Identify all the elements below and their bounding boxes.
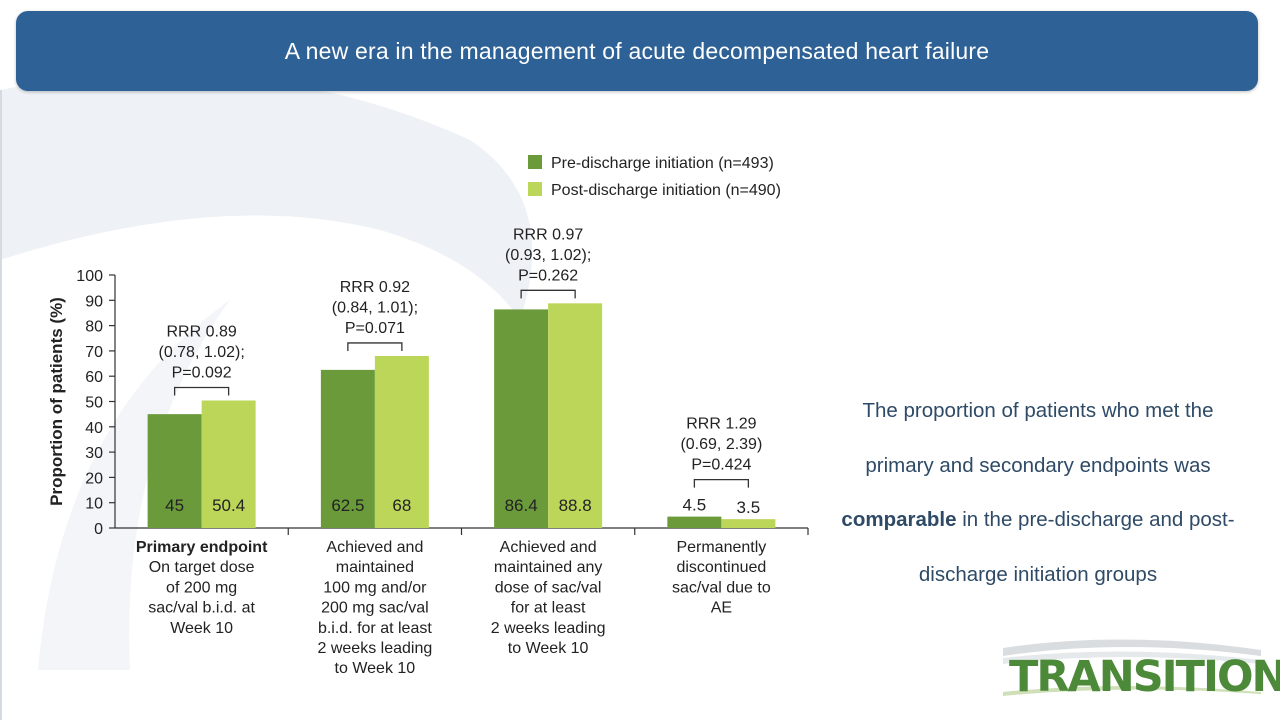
category-label: Week 10 [170,620,233,637]
bar-pre-discharge [147,414,202,528]
summary-text-part1: The proportion of patients who met the p… [862,399,1214,477]
category-label: b.i.d. for at least [318,620,432,637]
category-label: Achieved and [500,539,597,556]
bar-post-discharge [201,400,256,528]
significance-bracket [173,386,230,396]
y-tick-label: 90 [85,293,103,310]
rrr-annotation: RRR 0.97 [513,226,583,243]
y-tick-label: 30 [85,445,103,462]
bar-value-label: 3.5 [737,498,761,517]
header-banner: A new era in the management of acute dec… [16,11,1258,91]
y-tick-label: 80 [85,319,103,336]
category-label: dose of sac/val [495,579,602,596]
logo-text: TRANSITION [1009,652,1280,702]
significance-bracket [693,478,750,488]
y-tick-label: 100 [76,268,103,285]
category-label: 2 weeks leading [491,620,606,637]
bar-value-label: 86.4 [505,496,538,515]
rrr-annotation: RRR 0.92 [340,279,410,296]
bar-value-label: 50.4 [212,496,245,515]
bar-post-discharge [374,355,429,528]
category-label: sac/val b.i.d. at [148,600,255,617]
bar-value-label: 4.5 [683,496,707,515]
category-label: 200 mg sac/val [321,600,429,617]
rrr-annotation: P=0.424 [691,457,751,474]
bar-post-discharge [721,519,776,528]
rrr-annotation: (0.93, 1.02); [505,247,591,264]
legend-label: Pre-discharge initiation (n=493) [551,155,774,172]
category-label: maintained any [494,559,603,576]
y-tick-label: 70 [85,344,103,361]
summary-text: The proportion of patients who met the p… [832,384,1244,602]
rrr-annotation: P=0.092 [172,364,232,381]
category-label-bold: Primary endpoint [136,539,268,556]
bar-value-label: 45 [165,496,184,515]
summary-text-bold: comparable [841,508,957,531]
legend-label: Post-discharge initiation (n=490) [551,182,781,199]
bar-value-label: 88.8 [559,496,592,515]
category-label: Achieved and [326,539,423,556]
y-tick-label: 0 [94,521,103,538]
summary-text-part2: in the pre-discharge and post-discharge … [918,508,1235,586]
significance-bracket [520,289,576,299]
bar-pre-discharge [494,309,549,528]
transition-logo: TRANSITION [1003,630,1280,710]
rrr-annotation: P=0.071 [345,320,405,337]
legend-swatch-pre [528,155,542,169]
category-label: of 200 mg [166,579,237,596]
category-label: for at least [511,600,586,617]
legend-swatch-post [528,182,542,196]
category-label: to Week 10 [335,660,416,677]
y-tick-label: 40 [85,420,103,437]
category-label: to Week 10 [508,640,589,657]
y-tick-label: 20 [85,470,103,487]
rrr-annotation: P=0.262 [518,267,578,284]
rrr-annotation: (0.78, 1.02); [158,344,244,361]
category-label: 100 mg and/or [323,579,427,596]
bar-pre-discharge [667,516,722,528]
bar-value-label: 62.5 [331,496,364,515]
bar-post-discharge [548,303,603,528]
logo-swoosh [1003,639,1261,696]
category-label: 2 weeks leading [318,640,433,657]
category-label: AE [711,600,732,617]
rrr-annotation: (0.69, 2.39) [680,436,762,453]
y-axis-label: Proportion of patients (%) [47,297,66,506]
bar-value-label: 68 [392,496,411,515]
y-tick-label: 50 [85,395,103,412]
category-label: sac/val due to [672,579,771,596]
page-title: A new era in the management of acute dec… [284,37,990,64]
bar-pre-discharge [320,369,375,528]
y-tick-label: 10 [85,496,103,513]
category-label: maintained [336,559,414,576]
y-tick-label: 60 [85,369,103,386]
rrr-annotation: RRR 1.29 [686,416,756,433]
category-label: discontinued [676,559,766,576]
rrr-annotation: RRR 0.89 [167,323,237,340]
significance-bracket [347,342,403,351]
rrr-annotation: (0.84, 1.01); [332,299,418,316]
bar-chart: 0 10 20 30 40 50 60 70 80 90 100 Proportion of pati… [47,155,809,677]
category-label: Permanently [676,539,766,556]
category-label: On target dose [149,559,255,576]
